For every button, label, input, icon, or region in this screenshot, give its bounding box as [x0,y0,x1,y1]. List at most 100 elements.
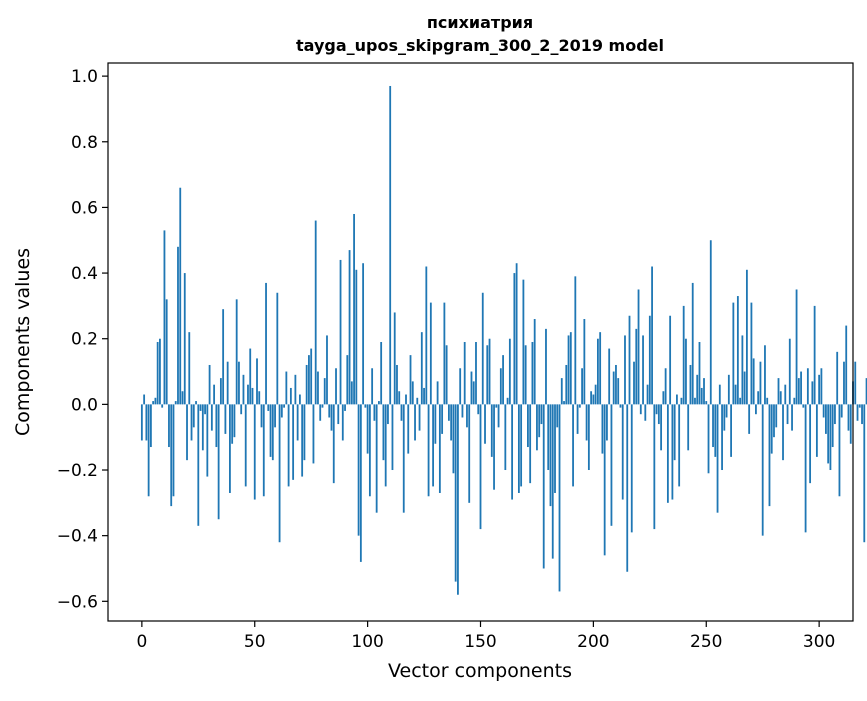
bar-component-232 [664,368,667,405]
bar-component-223 [644,404,647,421]
y-tick-label: −0.4 [57,527,98,547]
bar-component-178 [542,404,545,569]
x-axis-label: Vector components [388,660,572,682]
bar-component-68 [294,374,297,405]
bar-component-108 [384,404,387,487]
bar-component-141 [459,368,462,405]
bar-component-161 [504,404,507,471]
plot-area [140,85,867,595]
bar-component-80 [321,404,324,408]
bar-component-214 [624,335,626,405]
bar-component-237 [676,394,678,405]
bar-component-274 [759,361,762,405]
bar-component-216 [628,315,631,405]
bar-component-243 [689,364,692,405]
bar-component-309 [838,404,841,497]
bar-component-167 [517,404,520,493]
bar-component-18 [181,391,184,405]
bar-component-165 [513,273,516,405]
bar-component-17 [179,187,182,405]
bar-component-288 [791,404,793,431]
bar-component-62 [280,404,283,418]
bar-component-306 [831,404,834,448]
bar-component-100 [366,404,369,454]
bar-component-97 [359,404,362,562]
bar-component-256 [718,384,721,405]
bar-component-291 [797,378,800,405]
bar-component-189 [567,335,570,405]
bar-component-295 [806,368,809,405]
bar-component-255 [716,404,719,513]
y-tick-label: −0.2 [57,461,98,481]
bar-component-70 [298,394,301,405]
bar-component-7 [156,342,159,405]
bar-component-303 [825,404,827,434]
bar-component-76 [312,404,315,464]
bar-component-252 [709,240,712,405]
bar-component-192 [574,276,577,405]
x-tick-label: 100 [351,632,383,652]
bar-component-146 [470,371,473,405]
bar-component-287 [788,338,791,405]
bar-component-107 [382,404,385,461]
bar-component-42 [235,299,238,405]
bar-component-48 [249,348,252,405]
bar-component-56 [267,404,270,411]
bar-component-121 [414,404,416,441]
bar-component-65 [287,404,290,487]
bar-component-35 [219,378,222,405]
bar-component-202 [596,338,599,405]
bar-component-6 [154,397,157,405]
bar-component-199 [590,391,593,405]
bar-component-190 [569,332,572,405]
bar-component-197 [585,404,588,441]
bar-component-183 [554,404,556,493]
bar-component-12 [168,404,170,448]
bar-component-241 [685,338,687,405]
bar-component-159 [499,368,502,405]
bar-component-279 [770,404,773,454]
bar-component-301 [820,368,823,405]
bar-component-32 [213,384,216,405]
bar-component-277 [766,397,769,405]
y-tick-label: 0.6 [71,198,98,218]
bar-component-77 [314,220,317,405]
x-tick-label: 300 [803,632,835,652]
bar-component-205 [603,404,606,556]
bar-component-269 [748,404,751,434]
bar-component-46 [244,404,247,487]
bar-component-20 [186,404,188,461]
bar-component-266 [741,335,744,405]
bar-component-4 [149,404,152,448]
bar-component-61 [278,404,281,543]
bar-component-166 [515,263,518,405]
bar-component-143 [463,342,466,405]
bar-component-86 [335,368,337,405]
bar-component-239 [680,397,683,405]
bar-component-144 [466,404,468,428]
bar-component-261 [730,404,732,457]
bar-component-135 [445,345,448,405]
bar-component-19 [183,273,186,405]
bar-component-134 [443,302,446,405]
bar-component-207 [608,348,611,405]
bar-component-149 [477,404,480,415]
bar-component-47 [247,384,249,405]
bar-component-234 [669,315,672,405]
bar-component-16 [177,246,179,405]
bar-component-272 [755,404,757,415]
bar-component-34 [217,404,220,520]
bar-component-140 [457,404,459,595]
bar-component-111 [391,404,394,471]
bar-component-10 [163,230,166,405]
bar-component-258 [723,404,726,431]
bar-component-188 [565,364,568,405]
bar-component-123 [418,404,421,431]
bar-component-130 [434,404,437,444]
bar-component-113 [396,364,398,405]
bar-component-104 [375,404,378,513]
bar-component-203 [599,332,602,405]
bar-component-220 [637,289,640,405]
bar-component-122 [416,397,419,405]
bar-component-186 [560,378,563,405]
